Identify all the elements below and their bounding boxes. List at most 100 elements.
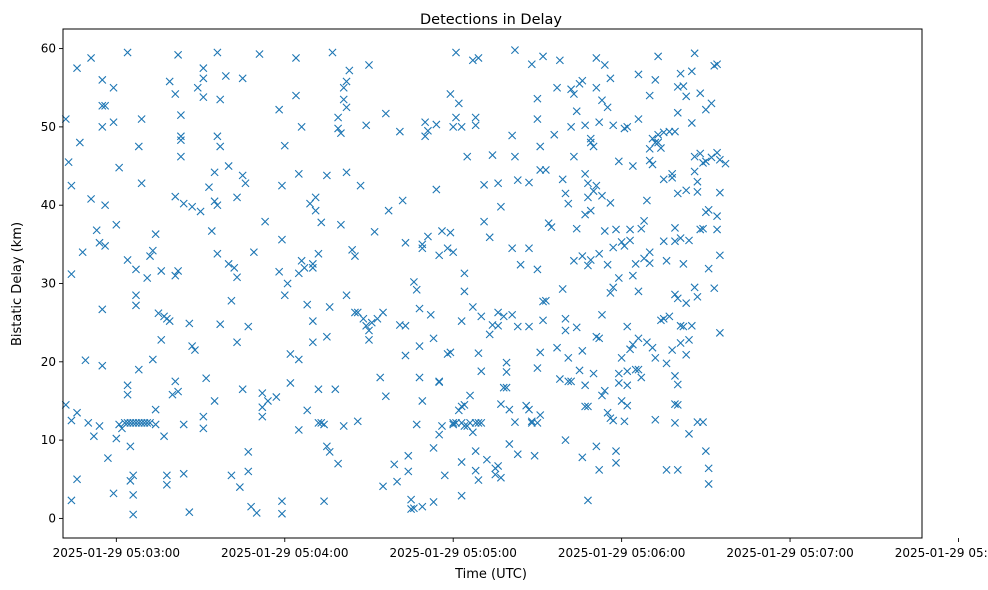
data-point-11: [73, 475, 82, 484]
data-point-106: [199, 424, 208, 433]
data-point-12: [81, 356, 90, 365]
data-point-397: [581, 381, 590, 390]
data-point-156: [286, 349, 295, 358]
data-point-243: [418, 240, 427, 249]
data-point-349: [533, 94, 542, 103]
data-point-426: [600, 386, 609, 395]
data-point-451: [623, 122, 632, 131]
data-point-337: [513, 322, 522, 331]
data-point-256: [432, 185, 441, 194]
data-point-403: [583, 402, 592, 411]
data-point-188: [328, 48, 337, 57]
data-point-263: [440, 471, 449, 480]
data-point-552: [701, 447, 710, 456]
data-point-352: [533, 364, 542, 373]
data-point-164: [297, 122, 306, 131]
data-point-542: [693, 187, 702, 196]
data-point-25: [95, 422, 104, 431]
data-point-284: [460, 400, 469, 409]
data-point-500: [665, 312, 674, 321]
y-tick-label-0: 0: [48, 511, 56, 525]
data-point-147: [275, 105, 284, 114]
data-point-10: [73, 408, 82, 417]
data-point-460: [628, 271, 637, 280]
data-point-235: [407, 505, 416, 514]
data-point-393: [578, 346, 587, 355]
data-point-296: [471, 121, 480, 130]
data-point-248: [421, 132, 430, 141]
data-point-174: [311, 193, 320, 202]
data-point-479: [645, 259, 654, 268]
data-point-229: [401, 351, 410, 360]
data-point-533: [687, 118, 696, 127]
data-point-455: [623, 401, 632, 410]
data-point-496: [662, 256, 671, 265]
data-point-534: [687, 321, 696, 330]
data-point-489: [654, 138, 663, 147]
data-point-535: [690, 49, 699, 58]
data-point-553: [704, 205, 713, 214]
data-point-378: [564, 377, 573, 386]
data-point-146: [272, 393, 281, 402]
data-point-360: [539, 316, 548, 325]
data-point-216: [370, 227, 379, 236]
data-point-21: [98, 122, 107, 131]
data-point-557: [707, 99, 716, 108]
data-point-295: [471, 113, 480, 122]
data-point-208: [356, 181, 365, 190]
data-point-168: [303, 300, 312, 309]
data-point-543: [696, 89, 705, 98]
data-point-37: [120, 418, 129, 427]
data-point-530: [685, 335, 693, 344]
data-point-275: [452, 48, 460, 57]
x-tick-label-0: 2025-01-29 05:03:00: [53, 546, 180, 560]
data-point-209: [359, 314, 368, 323]
data-point-478: [645, 248, 654, 257]
data-point-437: [609, 416, 618, 425]
data-point-452: [623, 322, 632, 331]
data-point-220: [379, 482, 388, 491]
data-point-268: [446, 348, 455, 357]
data-point-151: [277, 497, 286, 506]
data-point-317: [494, 308, 503, 317]
data-point-483: [651, 75, 660, 84]
data-point-17: [92, 226, 101, 235]
data-point-495: [659, 314, 668, 323]
data-point-564: [713, 225, 722, 234]
data-point-412: [592, 53, 601, 62]
data-point-498: [662, 359, 671, 368]
data-points: [61, 46, 730, 519]
data-point-87: [174, 387, 183, 396]
data-point-153: [280, 141, 289, 150]
data-point-446: [617, 353, 626, 362]
data-point-75: [162, 471, 171, 480]
data-point-518: [676, 69, 685, 78]
data-point-527: [682, 299, 691, 308]
data-point-163: [294, 425, 303, 434]
data-point-444: [614, 378, 623, 387]
data-point-31: [109, 489, 118, 498]
data-point-525: [682, 92, 691, 101]
data-point-120: [221, 71, 230, 80]
data-point-513: [673, 189, 682, 198]
data-point-324: [499, 383, 508, 392]
data-point-41: [123, 390, 132, 399]
data-point-453: [623, 367, 632, 376]
data-point-237: [409, 277, 418, 286]
data-point-370: [558, 175, 567, 184]
data-point-276: [454, 99, 463, 108]
data-point-274: [452, 418, 460, 427]
data-point-345: [527, 418, 536, 427]
data-point-117: [216, 142, 225, 151]
data-point-96: [185, 508, 194, 517]
data-point-421: [597, 191, 606, 200]
data-point-159: [292, 91, 300, 100]
data-point-279: [457, 317, 466, 326]
y-tick-label-4: 40: [41, 198, 56, 212]
data-point-523: [679, 259, 688, 268]
data-point-110: [210, 168, 219, 177]
data-point-212: [364, 326, 373, 335]
data-point-29: [109, 83, 118, 92]
data-point-19: [98, 75, 107, 84]
